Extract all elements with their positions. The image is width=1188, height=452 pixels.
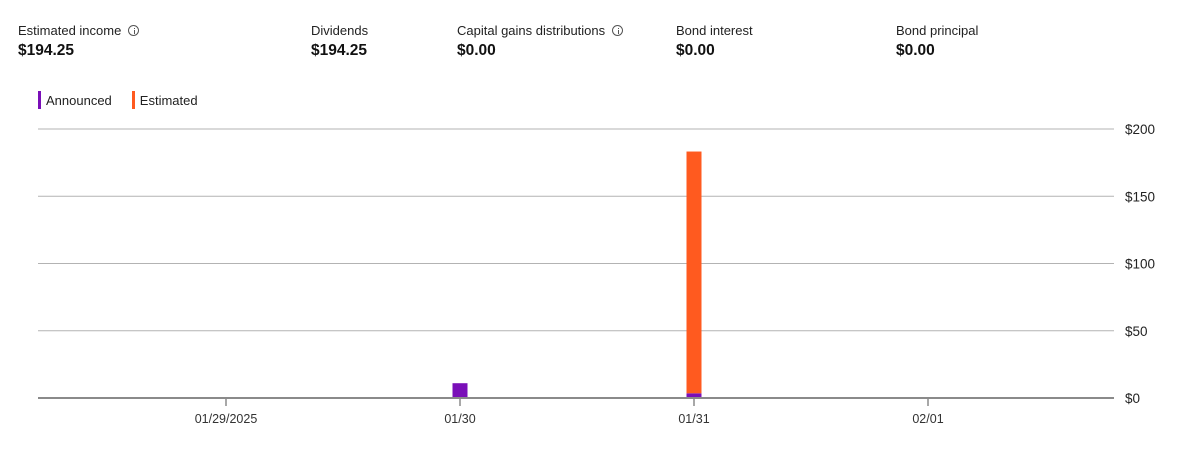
estimated-income-value: $194.25 — [18, 42, 75, 59]
y-tick-label: $150 — [1125, 189, 1155, 204]
capital-gains-value: $0.00 — [457, 42, 496, 59]
y-tick-label: $100 — [1125, 257, 1155, 272]
legend-item-estimated[interactable]: Estimated — [131, 91, 198, 109]
legend-label-announced: Announced — [46, 92, 112, 108]
x-tick-label: 01/29/2025 — [195, 412, 258, 426]
x-tick-label: 01/31 — [678, 412, 709, 426]
x-tick-label: 02/01 — [912, 412, 943, 426]
bond-principal-metric: Bond principal $0.00 — [896, 20, 978, 60]
legend-swatch-announced — [38, 91, 41, 109]
bond-interest-label: Bond interest — [676, 22, 753, 38]
bar-announced — [452, 383, 468, 398]
bar-estimated — [686, 151, 702, 394]
capital-gains-metric: Capital gains distributions $0.00 — [457, 20, 624, 60]
legend-item-announced[interactable]: Announced — [38, 91, 112, 109]
y-tick-label: $50 — [1125, 324, 1148, 339]
legend-swatch-estimated — [131, 91, 135, 109]
y-tick-label: $200 — [1125, 122, 1155, 137]
bond-principal-value: $0.00 — [896, 42, 935, 59]
x-tick-label: 01/30 — [444, 412, 475, 426]
dividends-value: $194.25 — [311, 42, 368, 59]
bond-principal-label: Bond principal — [896, 22, 979, 38]
bond-interest-value: $0.00 — [676, 42, 715, 59]
bar-announced — [686, 393, 702, 398]
estimated-income-label: Estimated income — [18, 22, 122, 38]
y-tick-label: $0 — [1125, 391, 1140, 406]
info-icon[interactable] — [128, 24, 140, 36]
capital-gains-label: Capital gains distributions — [457, 22, 606, 38]
dividends-metric: Dividends $194.25 — [311, 20, 368, 60]
chart-legend: Announced Estimated — [38, 91, 198, 109]
dividends-label: Dividends — [311, 22, 369, 38]
info-icon[interactable] — [612, 24, 624, 36]
estimated-income-metric: Estimated income $194.25 — [18, 20, 140, 60]
income-summary: Estimated income $194.25 Dividends $194.… — [0, 20, 1188, 70]
legend-label-estimated: Estimated — [139, 92, 198, 108]
bond-interest-metric: Bond interest $0.00 — [676, 20, 753, 60]
